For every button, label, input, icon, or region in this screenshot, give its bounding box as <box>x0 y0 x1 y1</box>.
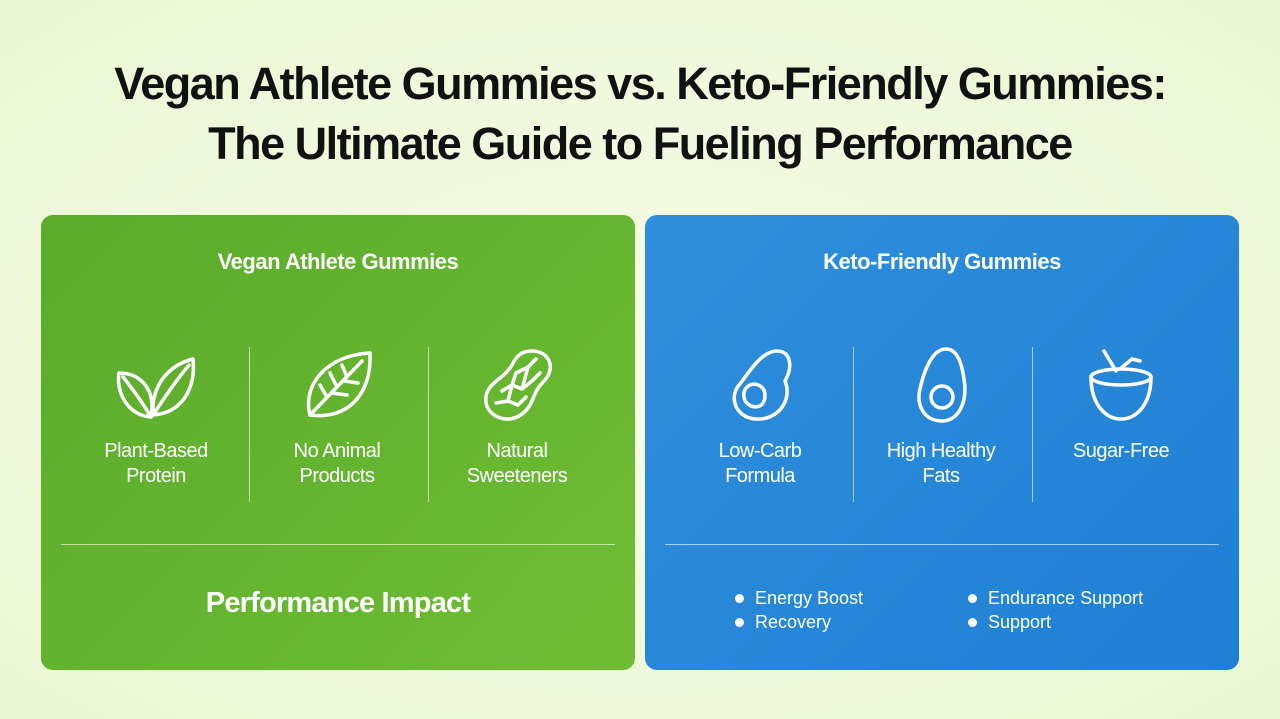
feature-label: Natural Sweeteners <box>466 440 568 487</box>
feature: Low-Carb Formula <box>675 345 845 505</box>
separator <box>853 347 854 502</box>
divider <box>61 544 615 545</box>
title-line: Vegan Athlete Gummies vs. Keto-Friendly … <box>114 58 1167 109</box>
vegan-panel: Vegan Athlete Gummies Plant-Based Protei… <box>41 215 635 670</box>
feature-label: Sugar-Free <box>1072 440 1170 462</box>
separator <box>428 347 429 502</box>
panel-title: Keto-Friendly Gummies <box>823 249 1061 274</box>
panel-footer: Performance Impact <box>205 587 471 619</box>
feature: Sugar-Free <box>1036 345 1206 505</box>
avocado-icon <box>917 347 967 423</box>
feature-label: No Animal Products <box>293 440 381 487</box>
feature-label: Low-Carb Formula <box>718 440 802 487</box>
divider <box>665 544 1219 545</box>
avocado-icon <box>732 349 792 421</box>
bullet: Endurance Support <box>968 588 1143 609</box>
coconut-icon <box>1089 349 1153 421</box>
title-line: The Ultimate Guide to Fueling Performanc… <box>208 118 1073 169</box>
panel-title: Vegan Athlete Gummies <box>217 249 459 274</box>
feature: High Healthy Fats <box>856 345 1026 505</box>
keto-panel: Keto-Friendly Gummies Low-Carb Formula H… <box>645 215 1239 670</box>
leaf-icon <box>116 357 196 419</box>
leaf-icon <box>306 351 372 418</box>
bullet: Recovery <box>735 612 831 633</box>
peanut-icon <box>484 349 552 421</box>
bullet: Support <box>968 612 1051 633</box>
bullet: Energy Boost <box>735 588 863 609</box>
feature-label: High Healthy Fats <box>886 440 996 487</box>
feature-label: Plant-Based Protein <box>104 440 208 487</box>
feature: Plant-Based Protein <box>71 345 241 505</box>
separator <box>1032 347 1033 502</box>
separator <box>249 347 250 502</box>
feature: No Animal Products <box>252 345 422 505</box>
feature: Natural Sweeteners <box>432 345 602 505</box>
